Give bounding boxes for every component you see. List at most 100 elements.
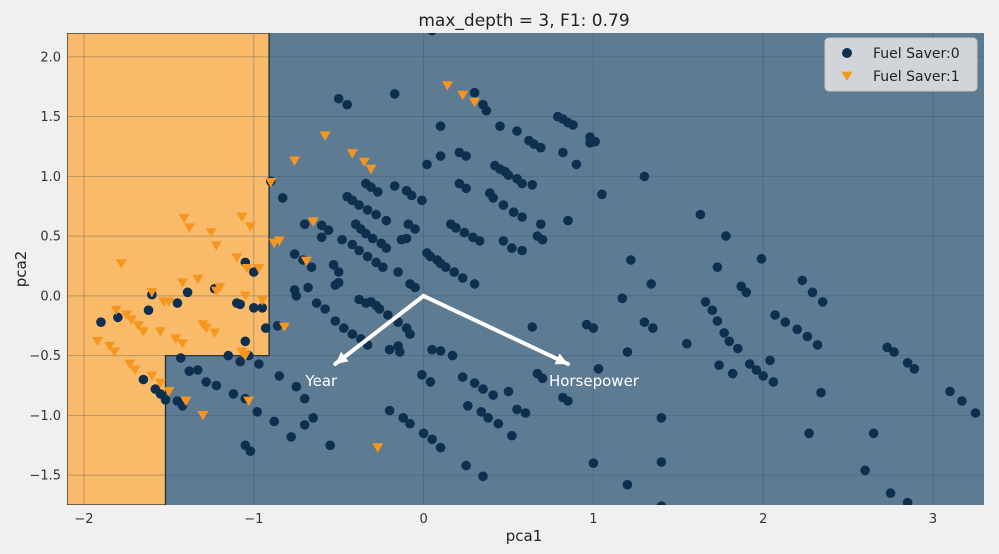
data-point-class-0 (405, 329, 415, 339)
data-point-class-0 (721, 231, 731, 241)
data-point-class-0 (274, 371, 285, 381)
data-point-class-0 (405, 418, 415, 429)
data-point-class-0 (374, 304, 385, 314)
data-point-class-0 (700, 297, 711, 307)
data-point-class-1 (177, 339, 188, 349)
data-point-class-1 (109, 347, 120, 357)
data-point-class-0 (714, 360, 724, 371)
data-point-class-0 (563, 215, 573, 226)
data-point-class-1 (372, 443, 384, 453)
x-axis-title: pca1 (506, 527, 543, 545)
data-point-class-1 (210, 286, 222, 297)
data-point-class-0 (507, 430, 517, 441)
data-point-class-1 (110, 305, 122, 316)
data-point-class-1 (307, 217, 319, 227)
data-point-class-0 (277, 193, 288, 203)
data-point-class-0 (381, 243, 392, 253)
data-point-class-1 (154, 378, 166, 389)
data-point-class-1 (200, 323, 212, 334)
data-point-class-0 (406, 190, 417, 201)
data-point-class-0 (257, 303, 268, 313)
data-point-class-1 (241, 264, 253, 274)
data-point-class-0 (384, 344, 395, 355)
region-class-1 (67, 33, 270, 505)
data-point-class-1 (180, 396, 192, 406)
arrow-label: Year (304, 372, 338, 390)
data-point-class-0 (588, 323, 599, 333)
data-point-class-0 (367, 233, 378, 244)
data-point-class-0 (299, 219, 310, 229)
x-tick-label: −2 (74, 512, 93, 527)
x-tick-label: 0 (419, 512, 427, 527)
data-point-class-0 (682, 338, 692, 349)
data-point-class-0 (646, 279, 656, 289)
legend-marker-class-0 (842, 48, 852, 58)
data-point-class-0 (469, 87, 480, 98)
data-point-class-0 (113, 312, 123, 323)
data-point-class-0 (517, 178, 527, 189)
data-point-class-0 (695, 209, 706, 220)
data-point-class-0 (417, 195, 427, 206)
data-point-class-0 (719, 328, 729, 338)
data-point-class-0 (527, 322, 538, 332)
data-point-class-0 (245, 446, 256, 457)
data-point-class-1 (132, 321, 144, 331)
data-point-class-0 (254, 359, 264, 369)
data-point-class-0 (902, 497, 913, 505)
arrow-head (554, 353, 568, 365)
data-point-class-0 (440, 262, 451, 273)
data-point-class-1 (256, 296, 268, 306)
data-point-class-0 (457, 273, 468, 283)
data-point-class-0 (223, 350, 234, 361)
data-point-class-0 (342, 99, 353, 110)
y-tick-label: 2.0 (40, 50, 61, 65)
data-point-class-0 (160, 395, 171, 405)
data-point-class-0 (512, 126, 522, 136)
data-point-class-0 (476, 407, 487, 417)
data-point-class-0 (427, 434, 437, 445)
data-point-class-0 (593, 364, 604, 374)
data-point-class-0 (770, 310, 780, 320)
data-point-class-0 (193, 365, 203, 375)
data-point-class-0 (889, 347, 899, 357)
data-point-class-1 (253, 264, 265, 274)
data-point-class-0 (727, 368, 738, 379)
data-point-class-0 (527, 180, 538, 190)
data-point-class-0 (498, 200, 509, 210)
data-point-class-0 (537, 234, 548, 245)
data-point-class-0 (804, 428, 814, 439)
data-point-class-0 (291, 291, 302, 301)
data-point-class-1 (115, 259, 127, 269)
data-point-class-0 (512, 404, 522, 415)
data-point-class-0 (945, 386, 955, 397)
data-point-class-0 (172, 298, 183, 308)
data-point-class-0 (291, 381, 302, 392)
y-axis-title: pca2 (12, 251, 30, 288)
data-point-class-0 (568, 120, 578, 130)
data-point-class-0 (354, 245, 364, 256)
data-point-class-0 (507, 243, 517, 253)
data-point-class-0 (418, 428, 429, 439)
data-point-class-0 (138, 374, 149, 385)
data-point-class-1 (231, 253, 243, 263)
x-tick-label: 3 (929, 512, 937, 527)
data-point-class-0 (868, 428, 879, 439)
data-point-class-0 (758, 371, 768, 381)
data-point-class-0 (648, 323, 658, 333)
data-point-class-0 (756, 253, 767, 264)
data-point-class-1 (137, 327, 149, 337)
legend-label: Fuel Saver:0 (873, 46, 960, 62)
data-point-class-0 (780, 317, 791, 328)
data-point-class-0 (249, 267, 259, 277)
data-point-class-0 (362, 205, 373, 215)
legend-box (824, 37, 978, 92)
data-point-class-1 (154, 327, 166, 337)
data-point-class-0 (252, 407, 262, 417)
data-point-class-0 (451, 223, 461, 233)
arrow-shaft (421, 293, 570, 366)
data-point-class-0 (474, 236, 485, 246)
data-point-class-1 (146, 371, 158, 381)
data-point-class-1 (177, 278, 188, 288)
data-point-class-0 (299, 393, 310, 404)
data-point-class-1 (300, 256, 312, 267)
